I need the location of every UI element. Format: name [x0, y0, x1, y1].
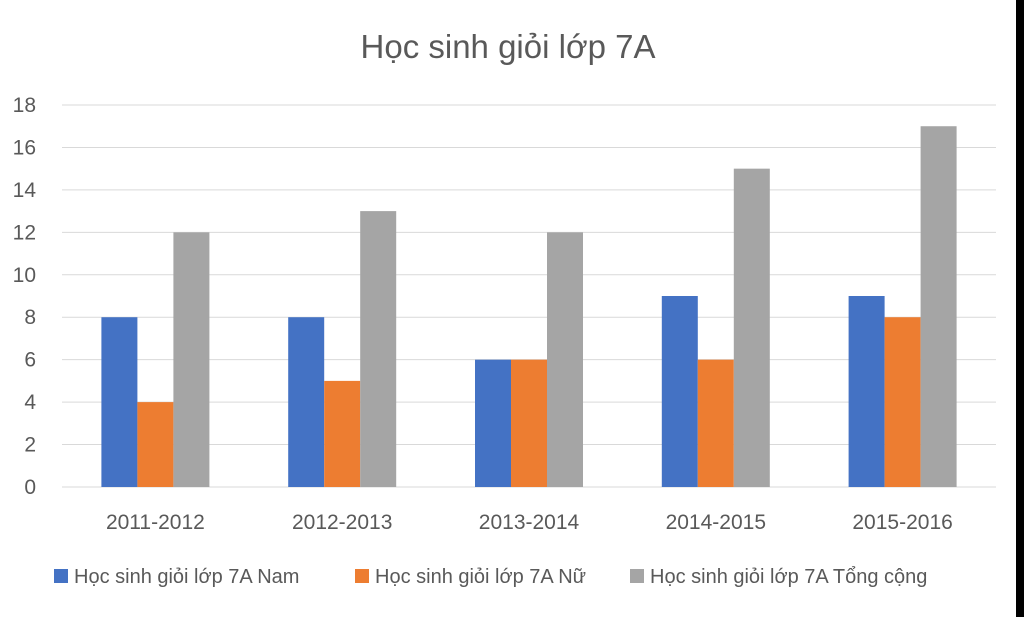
gridlines	[62, 104, 996, 488]
x-category-label: 2015-2016	[852, 511, 952, 534]
y-tick-label: 18	[13, 94, 36, 117]
y-axis-ticks: 0 2 4 6 8 10 12 14 16 18	[13, 94, 37, 499]
y-tick-label: 12	[13, 221, 36, 244]
legend: Học sinh giỏi lớp 7A Nam Học sinh giỏi lớ…	[54, 566, 927, 588]
chart-title: Học sinh giỏi lớp 7A	[361, 28, 656, 65]
y-tick-label: 2	[24, 434, 36, 457]
x-category-label: 2012-2013	[292, 511, 392, 534]
bar	[920, 126, 957, 487]
bar	[173, 232, 210, 487]
legend-entry: Học sinh giỏi lớp 7A Tổng cộng	[650, 566, 927, 588]
legend-swatch	[355, 569, 369, 583]
bar	[661, 296, 698, 487]
y-tick-label: 6	[24, 349, 36, 372]
bars	[101, 126, 957, 487]
legend-entry: Học sinh giỏi lớp 7A Nam	[74, 566, 299, 588]
y-tick-label: 16	[13, 136, 36, 159]
bar	[324, 380, 361, 487]
bar	[137, 402, 174, 487]
y-tick-label: 0	[24, 476, 36, 499]
bar	[101, 317, 138, 487]
legend-swatch	[54, 569, 68, 583]
bar	[511, 359, 547, 487]
x-category-label: 2013-2014	[479, 511, 580, 534]
bar	[547, 232, 583, 487]
bar	[733, 168, 770, 487]
y-tick-label: 8	[24, 306, 36, 329]
window-edge	[1016, 0, 1024, 617]
legend-entry: Học sinh giỏi lớp 7A Nữ	[375, 566, 586, 588]
x-category-label: 2011-2012	[106, 511, 205, 534]
bar	[697, 359, 734, 487]
y-tick-label: 10	[13, 264, 36, 287]
bar	[360, 211, 397, 487]
x-category-label: 2014-2015	[666, 511, 766, 534]
y-tick-label: 14	[13, 179, 37, 202]
bar	[848, 296, 885, 487]
x-axis-categories: 2011-2012 2012-2013 2013-2014 2014-2015 2015…	[106, 511, 953, 534]
bar	[288, 317, 325, 487]
bar	[475, 359, 511, 487]
legend-swatch	[630, 569, 644, 583]
y-tick-label: 4	[24, 391, 36, 414]
bar	[884, 317, 921, 487]
